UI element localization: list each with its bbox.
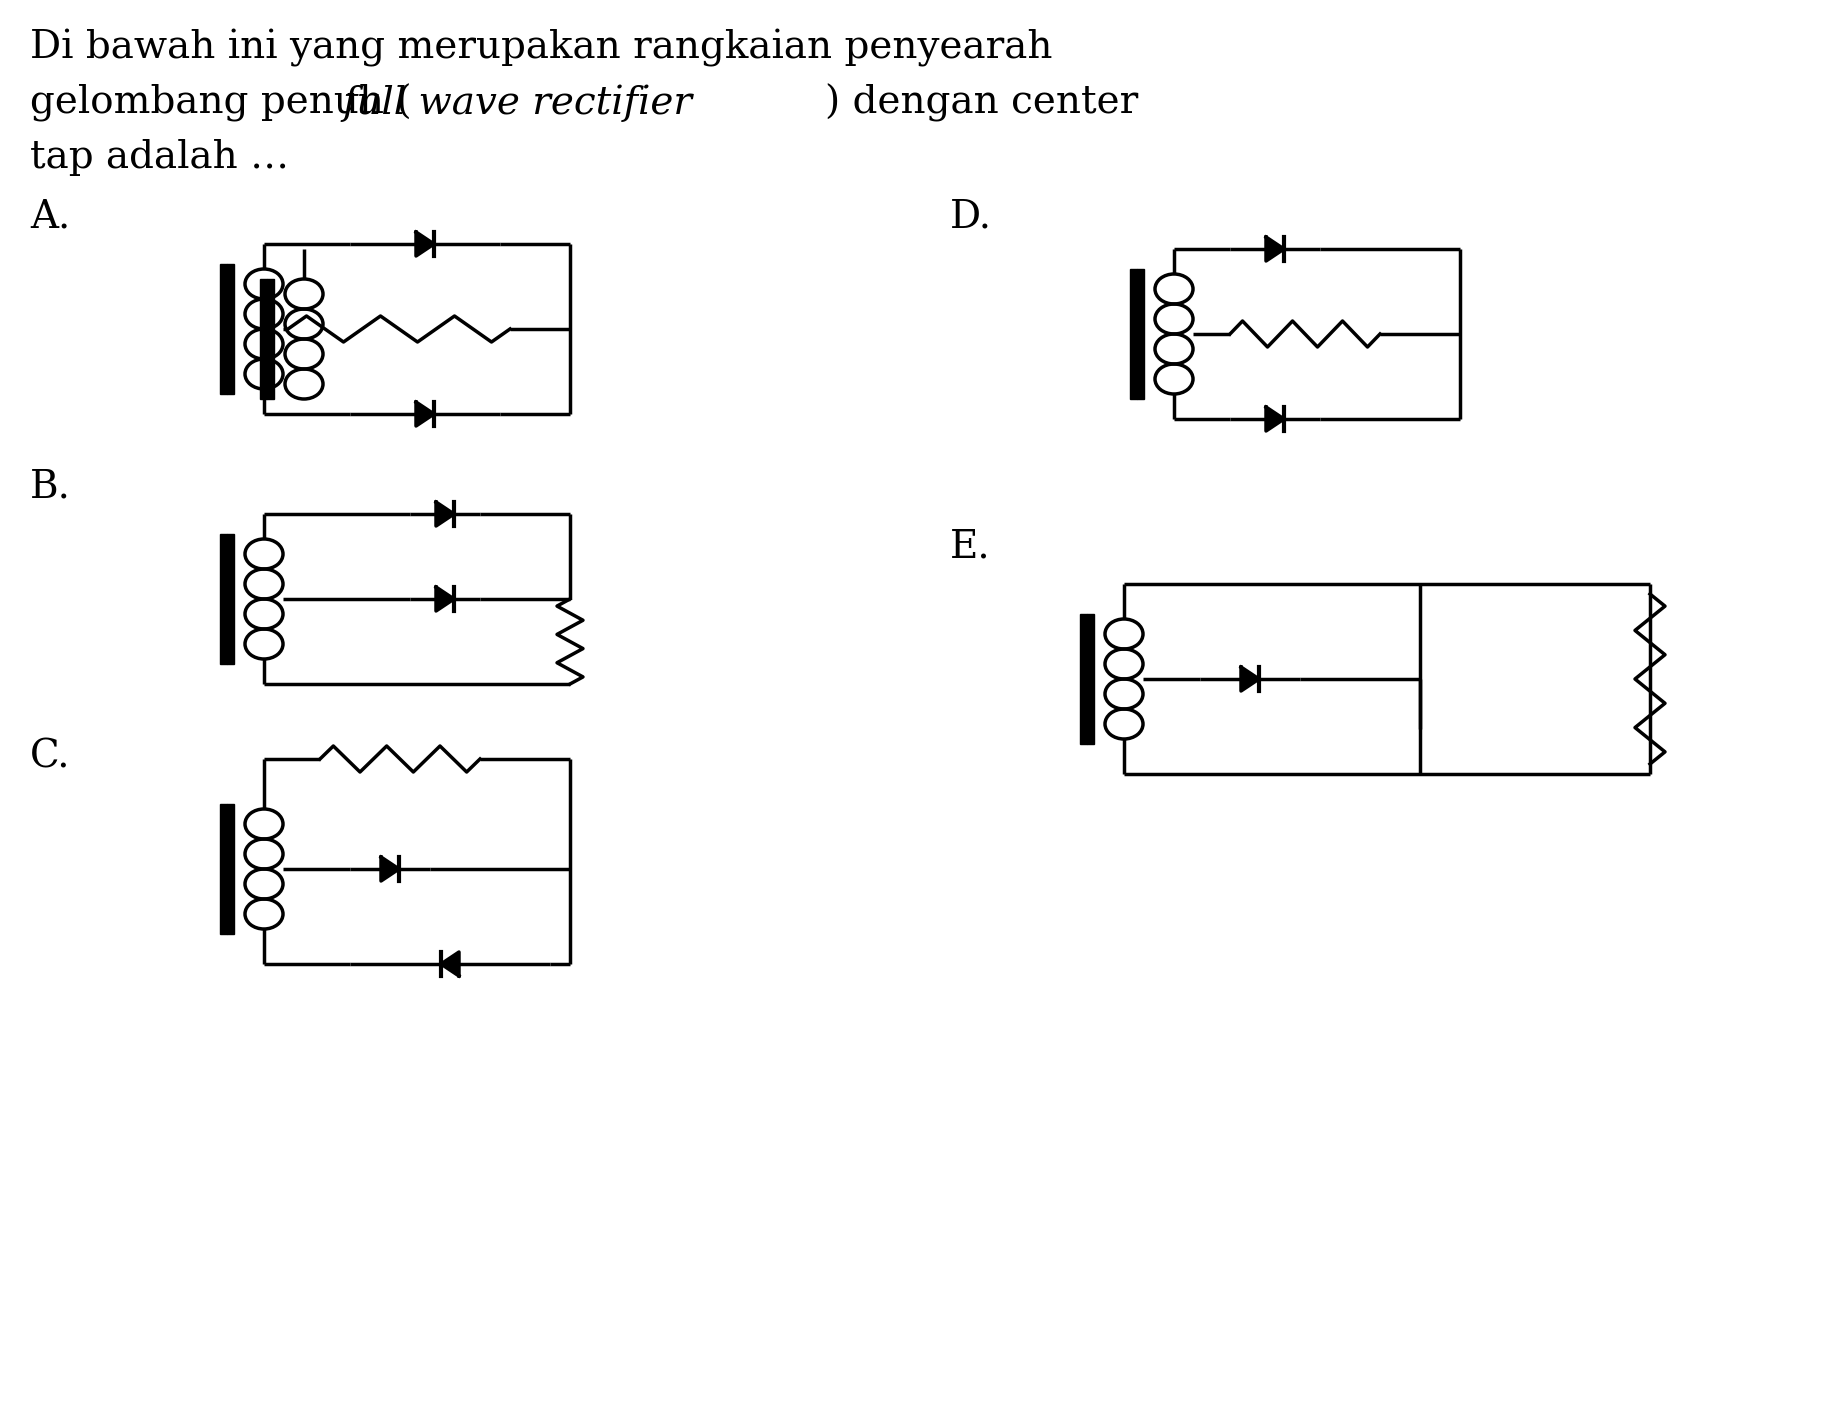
Bar	[220, 264, 227, 394]
Text: full wave rectifier: full wave rectifier	[342, 84, 691, 122]
Bar	[1129, 270, 1137, 399]
Text: C.: C.	[30, 739, 70, 776]
Text: A.: A.	[30, 199, 70, 236]
Polygon shape	[1266, 237, 1284, 261]
Bar	[1079, 614, 1087, 744]
Polygon shape	[442, 952, 458, 976]
Bar	[220, 805, 227, 934]
Bar	[220, 534, 227, 664]
Bar	[227, 534, 235, 664]
Bar	[1137, 270, 1144, 399]
Bar	[227, 264, 235, 394]
Text: gelombang penuh (: gelombang penuh (	[30, 84, 412, 122]
Text: E.: E.	[950, 529, 991, 566]
Bar	[227, 805, 235, 934]
Polygon shape	[436, 587, 455, 612]
Bar	[266, 280, 274, 399]
Bar	[261, 280, 266, 399]
Text: Di bawah ini yang merupakan rangkaian penyearah: Di bawah ini yang merupakan rangkaian pe…	[30, 28, 1053, 67]
Text: tap adalah …: tap adalah …	[30, 139, 288, 176]
Polygon shape	[1266, 407, 1284, 431]
Polygon shape	[381, 857, 399, 881]
Text: ) dengan center: ) dengan center	[824, 84, 1138, 122]
Text: D.: D.	[950, 199, 992, 236]
Polygon shape	[1242, 667, 1258, 691]
Text: B.: B.	[30, 470, 70, 507]
Polygon shape	[436, 502, 455, 526]
Bar	[1087, 614, 1094, 744]
Polygon shape	[416, 402, 434, 426]
Polygon shape	[416, 231, 434, 255]
